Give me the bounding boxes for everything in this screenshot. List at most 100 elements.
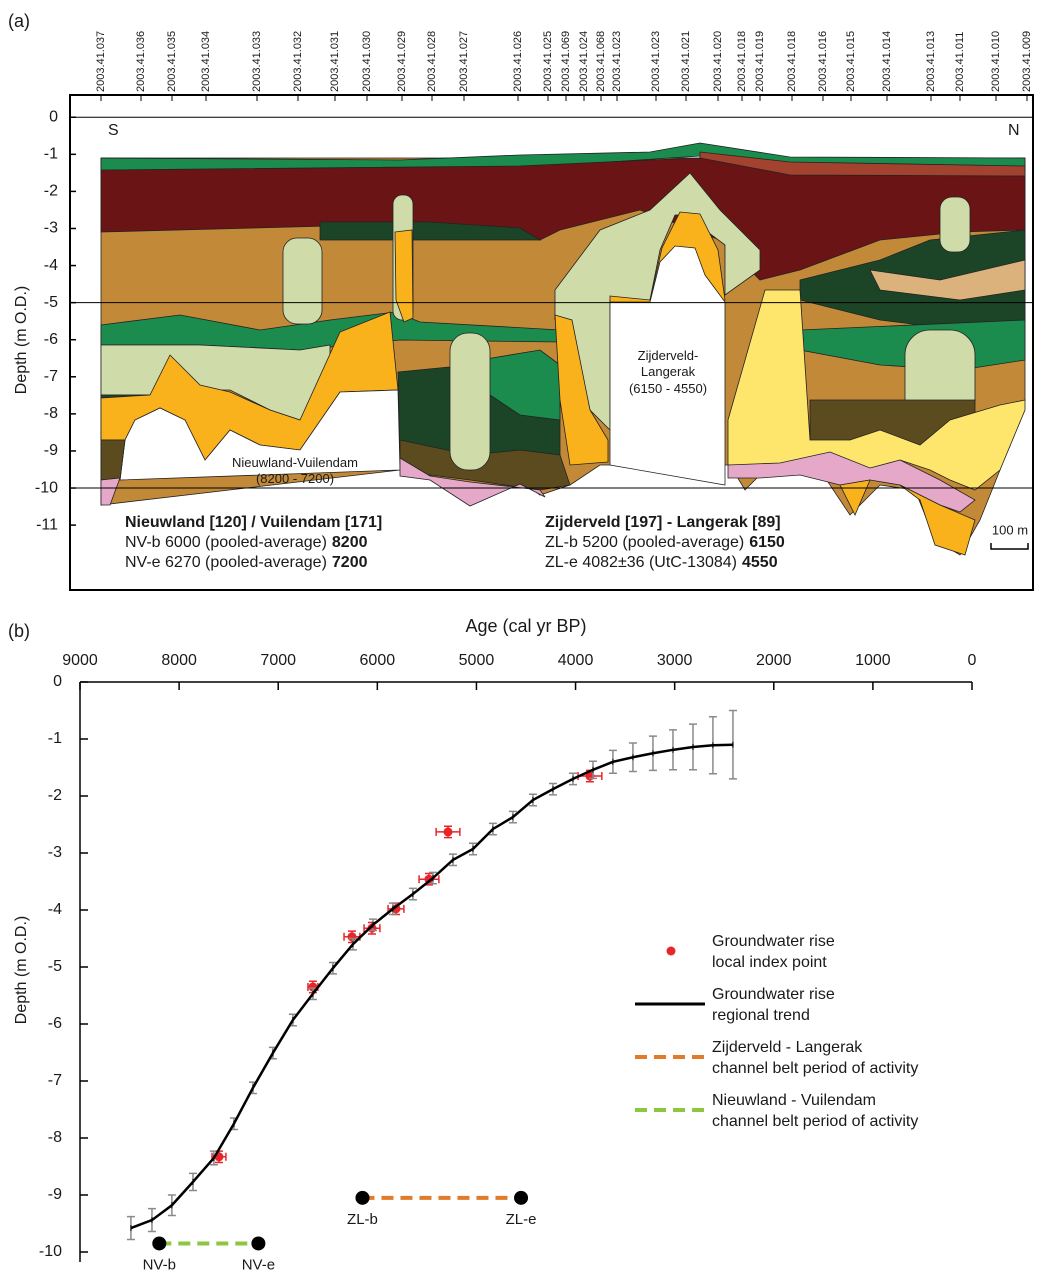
channel-label: Nieuwland-Vuilendam (8200 - 7200) bbox=[210, 455, 380, 488]
borehole-label: 2003.41.029 bbox=[396, 31, 408, 92]
section-end-label: N bbox=[1008, 122, 1020, 139]
dating-label: NV-e 6270 (pooled-average) bbox=[125, 554, 327, 571]
borehole-label: 2003.41.026 bbox=[512, 31, 524, 92]
borehole-label: 2003.41.021 bbox=[680, 31, 692, 92]
borehole-label: 2003.41.035 bbox=[166, 31, 178, 92]
borehole-label: 2003.41.011 bbox=[954, 32, 966, 92]
section-layers bbox=[101, 143, 1025, 555]
borehole-label: 2003.41.023 bbox=[650, 31, 662, 92]
period-point-label: ZL-b bbox=[347, 1211, 378, 1228]
borehole-label: 2003.41.034 bbox=[200, 31, 212, 92]
dating-age: 8200 bbox=[332, 534, 368, 551]
y-tick-label: 0 bbox=[49, 108, 58, 125]
borehole-label: 2003.41.025 bbox=[542, 31, 554, 92]
x-tick-label: 7000 bbox=[260, 652, 296, 669]
y-tick-label: -11 bbox=[36, 516, 58, 533]
borehole-label: 2003.41.019 bbox=[754, 31, 766, 92]
x-tick-label: 8000 bbox=[161, 652, 197, 669]
borehole-label: 2003.41.016 bbox=[817, 31, 829, 92]
dating-row: ZL-b 5200 (pooled-average)6150 bbox=[545, 534, 785, 551]
x-tick-label: 3000 bbox=[657, 652, 693, 669]
borehole-label: 2003.41.068 bbox=[595, 31, 607, 92]
y-axis-title: Depth (m O.D.) bbox=[13, 916, 30, 1024]
y-tick-label: -10 bbox=[39, 1243, 62, 1260]
dating-age: 6150 bbox=[749, 534, 785, 551]
dating-row: NV-e 6270 (pooled-average) 7200 bbox=[125, 554, 368, 571]
y-tick-label: -8 bbox=[44, 405, 58, 422]
borehole-label: 2003.41.013 bbox=[925, 31, 937, 92]
period-point-label: NV-b bbox=[143, 1256, 176, 1273]
y-tick-label: -6 bbox=[48, 1015, 62, 1032]
y-tick-label: -2 bbox=[44, 183, 58, 200]
x-axis-title: Age (cal yr BP) bbox=[465, 616, 586, 636]
dating-title: Nieuwland [120] / Vuilendam [171] bbox=[125, 514, 382, 531]
y-tick-label: -5 bbox=[48, 958, 62, 975]
borehole-label: 2003.41.032 bbox=[292, 31, 304, 92]
legend-label: Groundwater rise local index point bbox=[712, 931, 835, 973]
dating-title: Zijderveld [197] - Langerak [89] bbox=[545, 514, 781, 531]
y-tick-label: 0 bbox=[53, 673, 62, 690]
chart: (a) (b) S N Depth (m O.D.) Depth (m O.D.… bbox=[0, 0, 1037, 1276]
y-tick-label: -9 bbox=[48, 1186, 62, 1203]
borehole-label: 2003.41.014 bbox=[881, 31, 893, 92]
borehole-label: 2003.41.023 bbox=[611, 31, 623, 92]
borehole-label: 2003.41.024 bbox=[578, 31, 590, 92]
channel-label: Zijderveld- Langerak (6150 - 4550) bbox=[613, 348, 723, 397]
borehole-label: 2003.41.036 bbox=[135, 31, 147, 92]
y-tick-label: -10 bbox=[35, 479, 58, 496]
scale-bar bbox=[991, 543, 1028, 549]
panel-label: (a) bbox=[8, 11, 30, 31]
figure: (a) (b) S N Depth (m O.D.) Depth (m O.D.… bbox=[0, 0, 1037, 1276]
x-tick-label: 4000 bbox=[558, 652, 594, 669]
section-end-label: S bbox=[108, 122, 119, 139]
period-point-label: ZL-e bbox=[506, 1211, 537, 1228]
y-tick-label: -3 bbox=[48, 844, 62, 861]
y-tick-label: -2 bbox=[48, 787, 62, 804]
period-point bbox=[251, 1236, 265, 1250]
legend-label: Groundwater rise regional trend bbox=[712, 984, 835, 1026]
y-tick-label: -3 bbox=[44, 220, 58, 237]
legend-label: Zijderveld - Langerak channel belt perio… bbox=[712, 1037, 918, 1079]
period-point bbox=[514, 1191, 528, 1205]
x-tick-label: 5000 bbox=[459, 652, 495, 669]
legend-swatch bbox=[667, 947, 676, 956]
period-point bbox=[355, 1191, 369, 1205]
index-point bbox=[443, 827, 452, 836]
period-point bbox=[152, 1236, 166, 1250]
y-tick-label: -1 bbox=[48, 730, 62, 747]
x-tick-label: 0 bbox=[968, 652, 977, 669]
borehole-label: 2003.41.037 bbox=[95, 31, 107, 92]
borehole-label: 2003.41.028 bbox=[426, 31, 438, 92]
borehole-label: 2003.41.033 bbox=[251, 31, 263, 92]
x-tick-label: 9000 bbox=[62, 652, 98, 669]
borehole-label: 2003.41.015 bbox=[845, 31, 857, 92]
y-tick-label: -7 bbox=[48, 1072, 62, 1089]
y-tick-label: -5 bbox=[44, 294, 58, 311]
borehole-label: 2003.41.009 bbox=[1021, 31, 1033, 92]
borehole-label: 2003.41.018 bbox=[736, 31, 748, 92]
scale-bar-label: 100 m bbox=[992, 522, 1028, 537]
borehole-label: 2003.41.018 bbox=[786, 31, 798, 92]
x-tick-label: 2000 bbox=[756, 652, 792, 669]
y-tick-label: -9 bbox=[44, 442, 58, 459]
y-tick-label: -4 bbox=[44, 257, 58, 274]
x-tick-label: 6000 bbox=[360, 652, 396, 669]
x-tick-label: 1000 bbox=[855, 652, 891, 669]
y-axis-title: Depth (m O.D.) bbox=[13, 286, 30, 394]
dating-label: NV-b 6000 (pooled-average) bbox=[125, 534, 327, 551]
y-tick-label: -4 bbox=[48, 901, 62, 918]
index-point bbox=[347, 932, 356, 941]
dating-row: NV-b 6000 (pooled-average) 8200 bbox=[125, 534, 368, 551]
dating-age: 7200 bbox=[332, 554, 368, 571]
borehole-label: 2003.41.020 bbox=[712, 31, 724, 92]
borehole-label: 2003.41.030 bbox=[361, 31, 373, 92]
legend-label: Nieuwland - Vuilendam channel belt perio… bbox=[712, 1090, 918, 1132]
borehole-label: 2003.41.010 bbox=[990, 31, 1002, 92]
borehole-label: 2003.41.069 bbox=[560, 31, 572, 92]
y-tick-label: -6 bbox=[44, 331, 58, 348]
dating-age: 4550 bbox=[742, 554, 778, 571]
y-tick-label: -7 bbox=[44, 368, 58, 385]
borehole-label: 2003.41.031 bbox=[329, 31, 341, 92]
y-tick-label: -1 bbox=[44, 146, 58, 163]
period-point-label: NV-e bbox=[242, 1256, 275, 1273]
